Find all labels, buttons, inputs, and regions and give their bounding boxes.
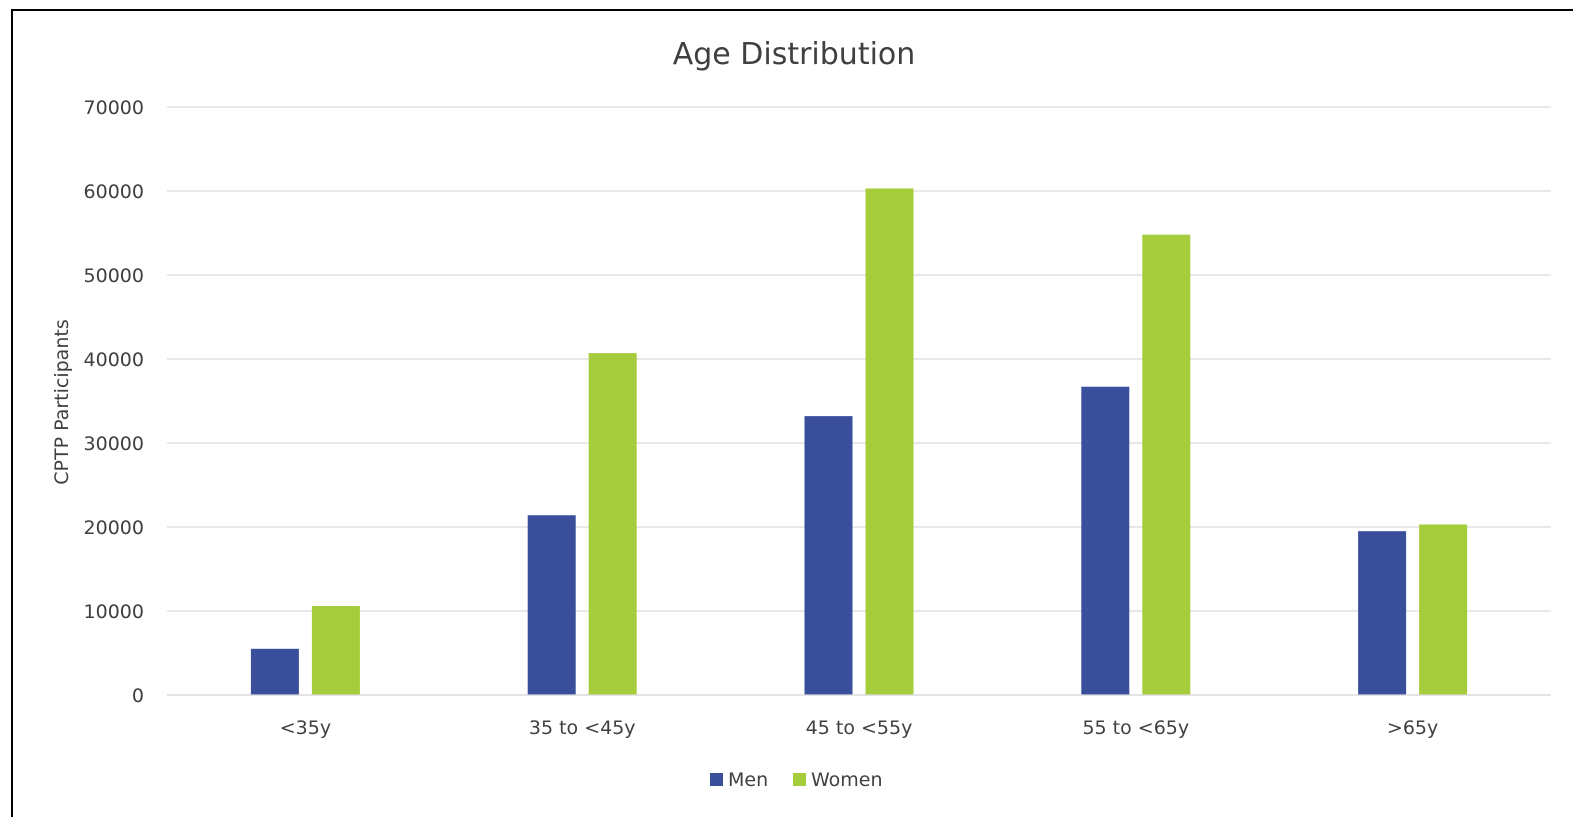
bar-men-0 [250,648,299,695]
y-axis-label: CPTP Participants [51,319,73,484]
y-tick-label: 40000 [84,349,144,371]
y-axis-ticks: 0 10000 20000 30000 40000 50000 60000 70000 [84,97,144,707]
x-tick-label: 55 to <65y [1082,717,1189,739]
bar-men-4 [1358,531,1407,695]
bar-men-2 [804,416,853,695]
y-tick-label: 0 [132,685,144,707]
x-axis-ticks: <35y 35 to <45y 45 to <55y 55 to <65y >65y [280,717,1439,739]
y-tick-label: 70000 [84,97,144,119]
gridlines [167,106,1551,696]
x-tick-label: >65y [1387,717,1438,739]
x-tick-label: 45 to <55y [806,717,913,739]
y-tick-label: 50000 [84,265,144,287]
y-tick-label: 10000 [84,601,144,623]
y-tick-label: 20000 [84,517,144,539]
bar-women-0 [311,605,360,695]
legend-label-women: Women [811,769,883,791]
bars [167,188,1551,696]
legend-swatch-men [710,773,723,786]
bar-men-1 [527,515,576,695]
x-tick-label: <35y [280,717,331,739]
legend: Men Women [710,769,883,791]
bar-women-1 [588,353,637,695]
bar-men-3 [1081,386,1130,695]
x-tick-label: 35 to <45y [529,717,636,739]
legend-swatch-women [793,773,806,786]
y-tick-label: 30000 [84,433,144,455]
y-tick-label: 60000 [84,181,144,203]
legend-label-men: Men [728,769,768,791]
bar-women-4 [1419,524,1468,695]
chart-title: Age Distribution [673,37,916,72]
bar-women-2 [865,188,914,696]
bar-women-3 [1142,234,1191,695]
